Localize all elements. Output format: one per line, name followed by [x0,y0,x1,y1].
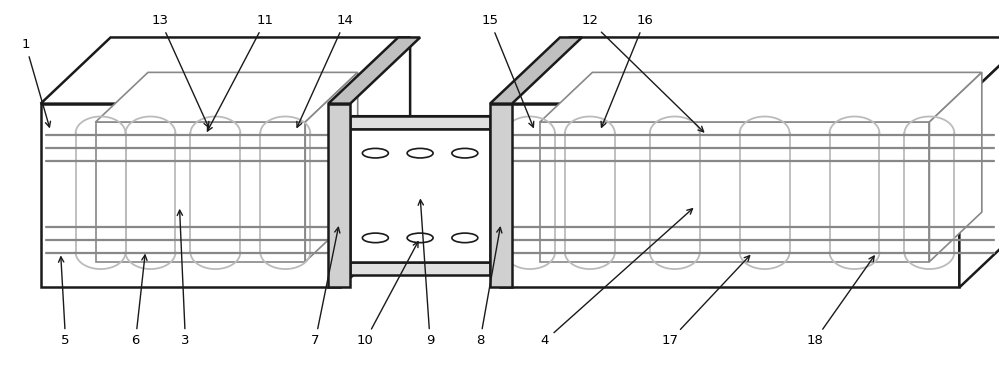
Text: 16: 16 [601,14,653,127]
Polygon shape [540,72,982,122]
Polygon shape [41,38,410,104]
Text: 17: 17 [661,256,750,347]
Text: 1: 1 [21,38,50,127]
Polygon shape [540,122,929,262]
Polygon shape [96,122,305,262]
Text: 11: 11 [207,14,274,131]
Text: 6: 6 [131,255,147,347]
Text: 5: 5 [59,257,70,347]
Polygon shape [305,72,358,262]
Text: 8: 8 [476,227,502,347]
Circle shape [362,148,388,158]
Text: 14: 14 [297,14,354,127]
Circle shape [407,233,433,243]
Polygon shape [500,104,959,287]
Text: 3: 3 [177,210,190,347]
Text: 2: 2 [0,368,1,369]
Polygon shape [41,104,340,287]
Text: 7: 7 [311,227,340,347]
Polygon shape [490,104,512,287]
Text: 15: 15 [482,14,534,127]
Polygon shape [350,262,490,275]
Polygon shape [328,38,420,104]
Polygon shape [96,72,358,122]
Text: 13: 13 [152,14,209,127]
Polygon shape [490,38,582,104]
Polygon shape [500,38,1000,104]
Polygon shape [350,130,490,262]
Polygon shape [929,72,982,262]
Text: 10: 10 [357,242,418,347]
Circle shape [452,148,478,158]
Circle shape [452,233,478,243]
Text: 12: 12 [581,14,704,132]
Circle shape [362,233,388,243]
Polygon shape [350,117,490,130]
Text: 18: 18 [806,256,874,347]
Polygon shape [340,38,410,287]
Text: 9: 9 [418,200,434,347]
Circle shape [407,148,433,158]
Polygon shape [959,38,1000,287]
Polygon shape [328,104,350,287]
Text: 4: 4 [541,209,693,347]
